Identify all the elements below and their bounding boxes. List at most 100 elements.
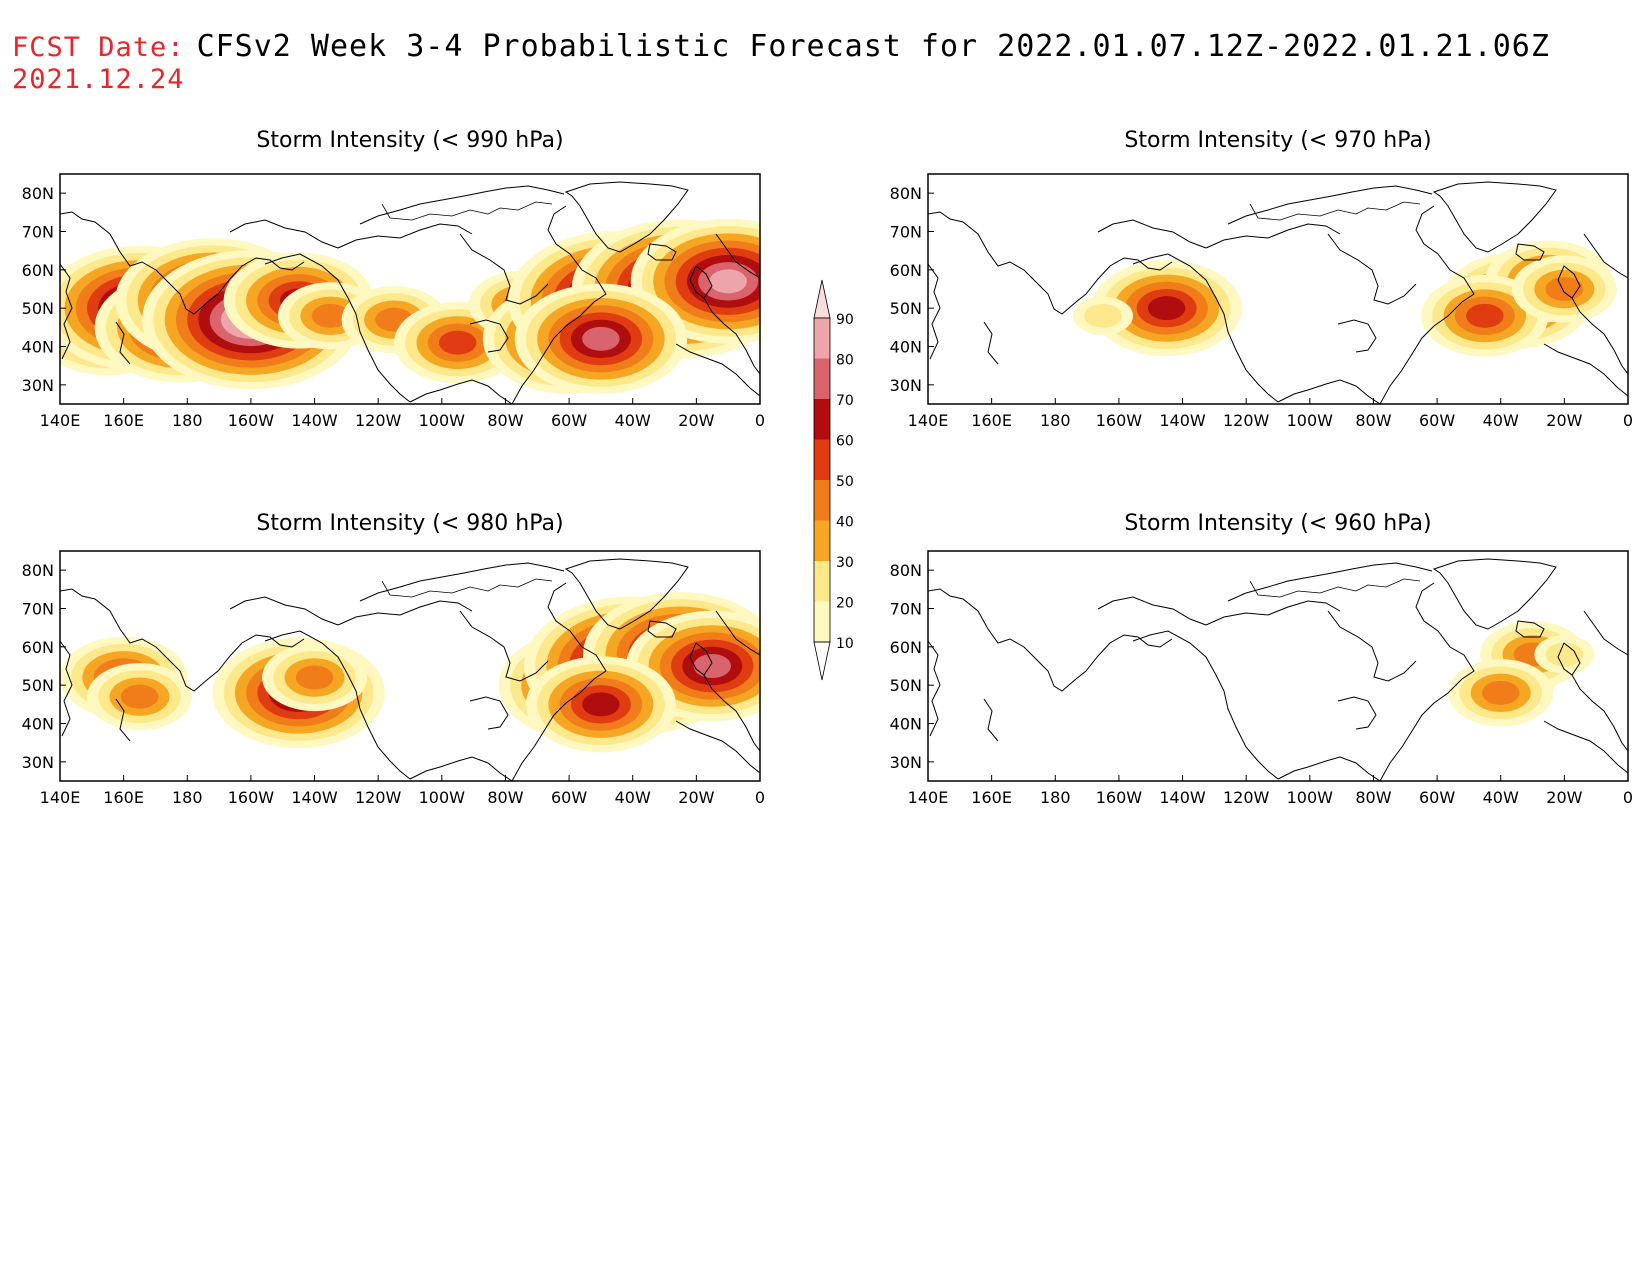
colorbar-label: 40 bbox=[836, 515, 854, 531]
colorbar-label: 60 bbox=[836, 434, 854, 450]
lon-label: 100W bbox=[419, 788, 466, 807]
lon-label: 60W bbox=[551, 788, 587, 807]
colorbar-label: 70 bbox=[836, 393, 854, 409]
lon-label: 180 bbox=[1040, 411, 1071, 430]
lon-label: 160E bbox=[103, 411, 144, 430]
lat-label: 30N bbox=[22, 376, 54, 395]
probability-blob bbox=[295, 665, 334, 690]
figure-header: FCST Date: CFSv2 Week 3-4 Probabilistic … bbox=[12, 30, 1550, 95]
lon-label: 60W bbox=[551, 411, 587, 430]
colorbar-label: 50 bbox=[836, 474, 854, 490]
panel-title: Storm Intensity (< 990 hPa) bbox=[256, 128, 563, 153]
header-line: FCST Date: CFSv2 Week 3-4 Probabilistic … bbox=[12, 30, 1550, 65]
colorbar-label: 20 bbox=[836, 596, 854, 612]
lon-label: 80W bbox=[1355, 788, 1391, 807]
lon-label: 180 bbox=[172, 788, 203, 807]
lat-label: 70N bbox=[890, 223, 922, 242]
lon-label: 100W bbox=[1287, 411, 1334, 430]
lon-label: 40W bbox=[1483, 788, 1519, 807]
map-panel-960: Storm Intensity (< 960 hPa) 140E 160E 180 16… bbox=[890, 511, 1633, 807]
lat-label: 60N bbox=[890, 261, 922, 280]
colorbar: 10 20 30 40 50 60 70 80 90 bbox=[813, 279, 854, 681]
colorbar-segment bbox=[814, 439, 830, 480]
panel-frame bbox=[59, 173, 761, 405]
probability-blob bbox=[693, 654, 732, 678]
lon-label: 140E bbox=[908, 788, 949, 807]
lat-label: 70N bbox=[22, 600, 54, 619]
lat-label: 70N bbox=[890, 600, 922, 619]
probability-blob bbox=[582, 692, 620, 717]
lon-label: 0 bbox=[1623, 788, 1633, 807]
lat-label: 50N bbox=[22, 299, 54, 318]
lon-label: 140W bbox=[1159, 788, 1206, 807]
fcst-date-label: FCST Date: bbox=[12, 32, 185, 63]
panel-title: Storm Intensity (< 970 hPa) bbox=[1124, 128, 1431, 153]
panel-frame bbox=[927, 550, 1629, 782]
lon-label: 100W bbox=[419, 411, 466, 430]
lon-label: 160W bbox=[228, 788, 275, 807]
colorbar-segment bbox=[814, 399, 830, 440]
colorbar-label: 90 bbox=[836, 312, 854, 328]
lon-label: 160E bbox=[103, 788, 144, 807]
lon-label: 120W bbox=[1223, 788, 1270, 807]
lon-label: 120W bbox=[1223, 411, 1270, 430]
panel-title: Storm Intensity (< 960 hPa) bbox=[1124, 511, 1431, 536]
lon-label: 160W bbox=[1096, 411, 1143, 430]
lon-label: 160W bbox=[228, 411, 275, 430]
lat-label: 40N bbox=[22, 338, 54, 357]
panels-layer: Storm Intensity (< 990 hPa) 140E 160E 180 16… bbox=[22, 128, 1633, 807]
figure-title: CFSv2 Week 3-4 Probabilistic Forecast fo… bbox=[196, 29, 1550, 64]
colorbar-label: 80 bbox=[836, 353, 854, 369]
probability-field bbox=[1073, 240, 1617, 357]
lon-label: 140E bbox=[40, 788, 81, 807]
probability-field bbox=[60, 592, 760, 753]
lon-label: 120W bbox=[355, 411, 402, 430]
lon-label: 20W bbox=[1546, 788, 1582, 807]
probability-blob bbox=[1545, 642, 1584, 667]
lat-label: 80N bbox=[22, 561, 54, 580]
lon-label: 180 bbox=[1040, 788, 1071, 807]
probability-field bbox=[60, 218, 760, 395]
lon-label: 40W bbox=[615, 411, 651, 430]
probability-blob bbox=[582, 326, 620, 351]
lat-label: 50N bbox=[22, 676, 54, 695]
colorbar-top-arrow bbox=[813, 279, 831, 319]
lon-label: 160E bbox=[971, 788, 1012, 807]
lat-label: 60N bbox=[22, 638, 54, 657]
lon-label: 60W bbox=[1419, 411, 1455, 430]
lon-label: 0 bbox=[755, 411, 765, 430]
lat-label: 80N bbox=[890, 561, 922, 580]
colorbar-frame bbox=[813, 317, 831, 643]
colorbar-label: 30 bbox=[836, 555, 854, 571]
lon-label: 140W bbox=[291, 411, 338, 430]
lon-label: 180 bbox=[172, 411, 203, 430]
colorbar-segment bbox=[814, 318, 830, 359]
lon-label: 80W bbox=[487, 788, 523, 807]
probability-blob bbox=[1084, 303, 1122, 328]
panel-frame bbox=[59, 550, 761, 782]
lon-label: 160W bbox=[1096, 788, 1143, 807]
map-panel-980: Storm Intensity (< 980 hPa) 140E 160E 180 16… bbox=[22, 511, 765, 807]
lon-label: 20W bbox=[1546, 411, 1582, 430]
lat-label: 80N bbox=[22, 184, 54, 203]
fcst-date-value: 2021.12.24 bbox=[12, 64, 185, 95]
probability-blob bbox=[311, 303, 350, 328]
lon-label: 60W bbox=[1419, 788, 1455, 807]
lon-label: 20W bbox=[678, 411, 714, 430]
panel-frame bbox=[927, 173, 1629, 405]
probability-blob bbox=[120, 684, 159, 709]
colorbar-segment bbox=[814, 480, 830, 521]
lat-label: 40N bbox=[22, 715, 54, 734]
probability-blob bbox=[438, 330, 477, 355]
lat-label: 30N bbox=[890, 376, 922, 395]
lon-label: 120W bbox=[355, 788, 402, 807]
lon-label: 100W bbox=[1287, 788, 1334, 807]
probability-blob bbox=[1466, 303, 1504, 328]
lat-label: 40N bbox=[890, 715, 922, 734]
lon-label: 140W bbox=[291, 788, 338, 807]
map-panel-990: Storm Intensity (< 990 hPa) 140E 160E 180 16… bbox=[22, 128, 765, 430]
lat-label: 50N bbox=[890, 299, 922, 318]
lon-label: 40W bbox=[1483, 411, 1519, 430]
lat-label: 70N bbox=[22, 223, 54, 242]
lat-label: 30N bbox=[22, 753, 54, 772]
